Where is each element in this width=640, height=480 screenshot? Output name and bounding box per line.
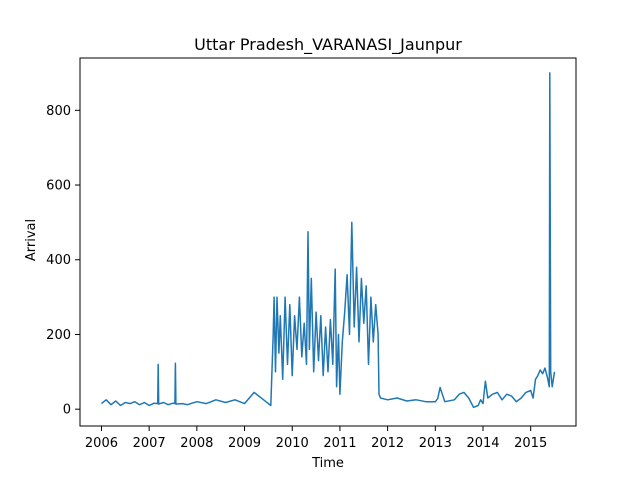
chart-title: Uttar Pradesh_VARANASI_Jaunpur (194, 35, 462, 55)
x-tick-label: 2007 (133, 436, 166, 451)
x-tick-label: 2006 (85, 436, 118, 451)
y-axis: 0 200 400 600 800 (46, 104, 80, 418)
x-tick-label: 2012 (371, 436, 404, 451)
x-tick-label: 2014 (466, 436, 499, 451)
x-tick-label: 2009 (228, 436, 261, 451)
series-line-arrival (101, 72, 556, 409)
plot-frame (79, 57, 577, 427)
y-axis-title: Arrival (24, 219, 39, 261)
x-axis-title: Time (311, 456, 344, 471)
y-tick-label: 0 (63, 403, 71, 418)
x-tick-label: 2008 (180, 436, 213, 451)
x-tick-label: 2013 (419, 436, 452, 451)
x-tick-label: 2010 (276, 436, 309, 451)
y-tick-label: 400 (46, 253, 71, 268)
y-tick-label: 600 (46, 179, 71, 194)
x-axis: 2006 2007 2008 2009 2010 2011 2012 2013 2014 2015 (85, 426, 547, 451)
y-tick-label: 200 (46, 328, 71, 343)
x-tick-label: 2015 (514, 436, 547, 451)
plot-area (101, 72, 556, 409)
x-tick-label: 2011 (323, 436, 356, 451)
y-tick-label: 800 (46, 104, 71, 119)
